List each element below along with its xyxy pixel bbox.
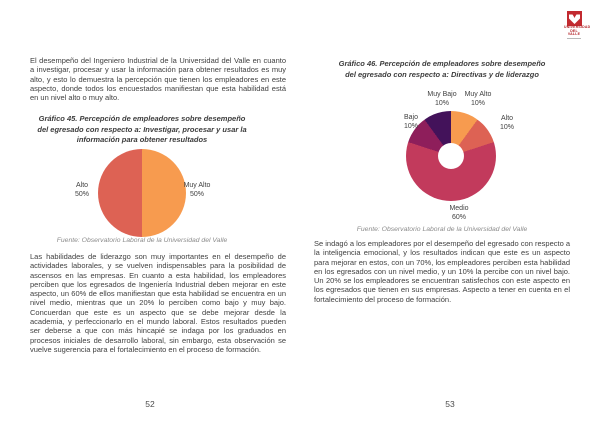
logo-rule xyxy=(567,37,581,39)
chart-45-title-text: Gráfico 45. Percepción de empleadores so… xyxy=(37,114,247,144)
pie-label-alto: Alto 50% xyxy=(54,181,110,199)
pie-label-muy-alto: Muy Alto 50% xyxy=(169,181,225,199)
univalle-logo-icon xyxy=(566,11,582,26)
right-page: Gráfico 46. Percepción de empleadores so… xyxy=(314,0,570,425)
pie-label-medio: Medio 60% xyxy=(431,204,487,222)
pie-label-category: Muy Alto xyxy=(183,182,211,189)
pie-label-category: Bajo xyxy=(403,114,418,121)
logo-caption-line2: DEL VALLE xyxy=(567,28,581,36)
pie-label-value: 10% xyxy=(470,100,485,107)
pie-label-value: 50% xyxy=(189,191,204,198)
chart-46-source: Fuente: Observatorio Laboral de la Unive… xyxy=(356,226,528,233)
pie-label-category: Medio xyxy=(449,205,469,212)
pie-label-muy-alto: Muy Alto 10% xyxy=(450,90,506,108)
pie-label-category: Muy Bajo xyxy=(427,91,457,98)
pie-label-value: 10% xyxy=(403,123,418,130)
chart-45-title: Gráfico 45. Percepción de empleadores so… xyxy=(30,114,254,146)
pie-label-value: 50% xyxy=(74,191,89,198)
chart-45-pie xyxy=(98,149,186,237)
liderazgo-paragraph: Las habilidades de liderazgo son muy imp… xyxy=(30,252,286,354)
chart-45-source: Fuente: Observatorio Laboral de la Unive… xyxy=(56,237,228,244)
pie-label-category: Alto xyxy=(75,182,89,189)
chart-46-title: Gráfico 46. Percepción de empleadores so… xyxy=(330,59,554,80)
pie-label-value: 10% xyxy=(499,124,514,131)
inteligencia-emocional-paragraph: Se indagó a los empleadores por el desem… xyxy=(314,239,571,304)
pie-label-category: Muy Alto xyxy=(464,91,492,98)
pie-label-value: 60% xyxy=(451,214,466,221)
chart-46-title-text: Gráfico 46. Percepción de empleadores so… xyxy=(338,59,546,79)
intro-paragraph: El desempeño del Ingeniero Industrial de… xyxy=(30,56,286,103)
pie-label-muy-bajo: Muy Bajo 10% xyxy=(414,90,470,108)
pie-label-value: 10% xyxy=(434,100,449,107)
universidad-del-valle-logo: UNIVERSIDAD DEL VALLE xyxy=(564,11,591,39)
page-number-left: 52 xyxy=(145,399,155,409)
pie-label-bajo: Bajo 10% xyxy=(383,113,439,131)
pie-label-category: Alto xyxy=(500,115,514,122)
chart-46-donut xyxy=(406,111,496,201)
donut-hole xyxy=(438,143,464,169)
page-number-right: 53 xyxy=(445,399,455,409)
logo-caption-line1: UNIVERSIDAD xyxy=(564,25,591,29)
left-page: El desempeño del Ingeniero Industrial de… xyxy=(30,0,286,425)
pie-label-alto: Alto 10% xyxy=(479,114,535,132)
logo-caption: UNIVERSIDAD DEL VALLE xyxy=(564,25,591,37)
